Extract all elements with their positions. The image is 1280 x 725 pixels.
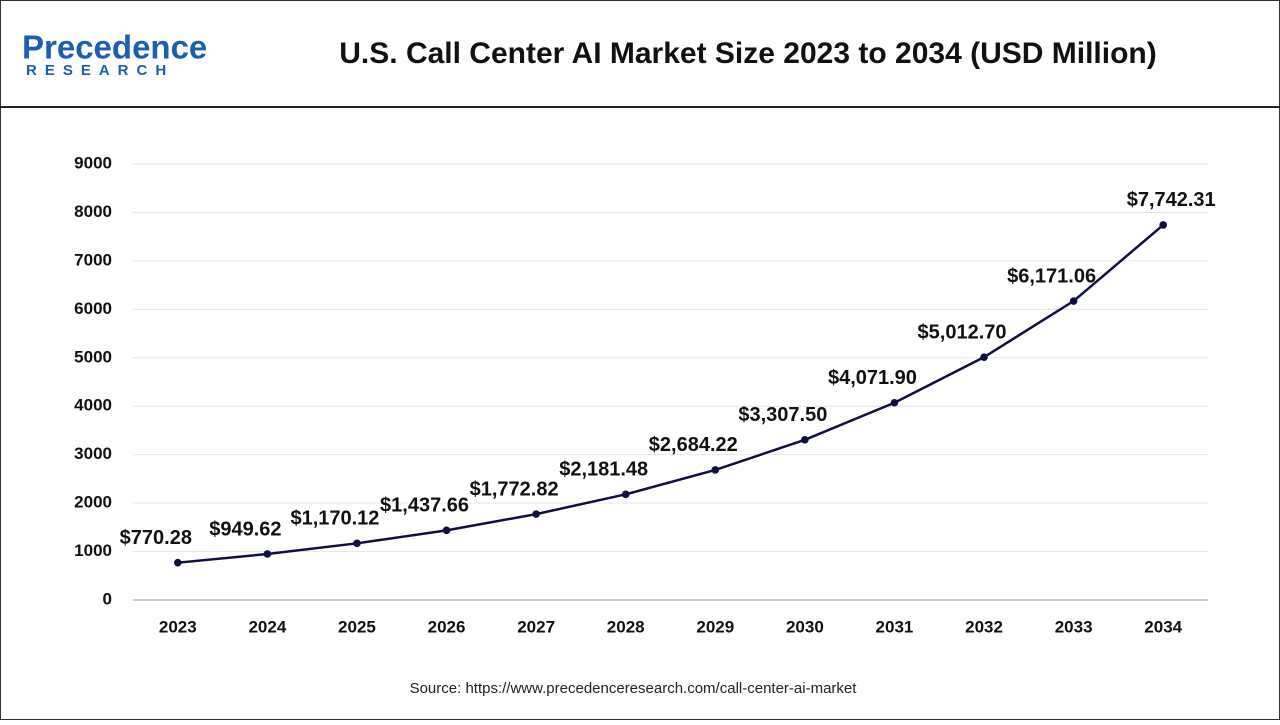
y-tick-label: 7000 [74, 250, 112, 269]
line [177, 223, 1165, 564]
y-tick-label: 2000 [74, 493, 112, 512]
point [532, 510, 540, 518]
data-label: $7,742.31 [1127, 189, 1216, 211]
x-tick-label: 2033 [1055, 617, 1093, 636]
y-tick-label: 1000 [74, 541, 112, 560]
y-tick-label: 8000 [74, 202, 112, 221]
point [1069, 297, 1078, 305]
x-tick-label: 2025 [338, 617, 376, 636]
data-label: $3,307.50 [738, 404, 827, 426]
data-label: $2,684.22 [649, 434, 738, 456]
data-label: $6,171.06 [1007, 265, 1096, 287]
y-tick-label: 0 [103, 589, 112, 608]
y-tick-label: 5000 [74, 347, 112, 366]
point [353, 539, 361, 548]
point [263, 550, 272, 558]
point [1159, 221, 1168, 229]
data-label: $2,181.48 [559, 459, 648, 481]
point [711, 466, 720, 474]
point [801, 435, 809, 444]
data-label: $5,012.70 [918, 321, 1007, 343]
x-tick-label: 2027 [517, 617, 555, 636]
data-label: $4,071.90 [828, 367, 917, 389]
y-tick-label: 4000 [74, 396, 112, 415]
x-tick-label: 2034 [1144, 617, 1182, 636]
y-tick-label: 3000 [74, 444, 112, 463]
x-tick-label: 2031 [876, 617, 914, 636]
logo-name: Precedence [22, 29, 207, 66]
point [980, 353, 988, 361]
data-label: $1,772.82 [470, 478, 559, 500]
x-tick-label: 2032 [965, 617, 1003, 636]
y-tick-label: 6000 [74, 299, 112, 318]
x-tick-label: 2028 [607, 617, 645, 636]
point [442, 526, 451, 535]
source: Source: https://www.precedenceresearch.c… [410, 680, 858, 697]
data-label: $949.62 [209, 518, 281, 540]
x-tick-label: 2023 [159, 617, 197, 636]
chart-title: U.S. Call Center AI Market Size 2023 to … [339, 37, 1156, 70]
x-tick-label: 2030 [786, 617, 824, 636]
point [621, 490, 630, 499]
point [890, 398, 899, 407]
x-tick-label: 2026 [428, 617, 466, 636]
y-tick-label: 9000 [74, 153, 112, 172]
logo-tagline: RESEARCH [26, 62, 174, 79]
x-tick-label: 2029 [696, 617, 734, 636]
data-label: $1,437.66 [380, 495, 469, 517]
x-tick-label: 2024 [248, 617, 286, 636]
data-label: $770.28 [120, 527, 192, 549]
data-label: $1,170.12 [290, 508, 379, 530]
point [173, 558, 182, 567]
